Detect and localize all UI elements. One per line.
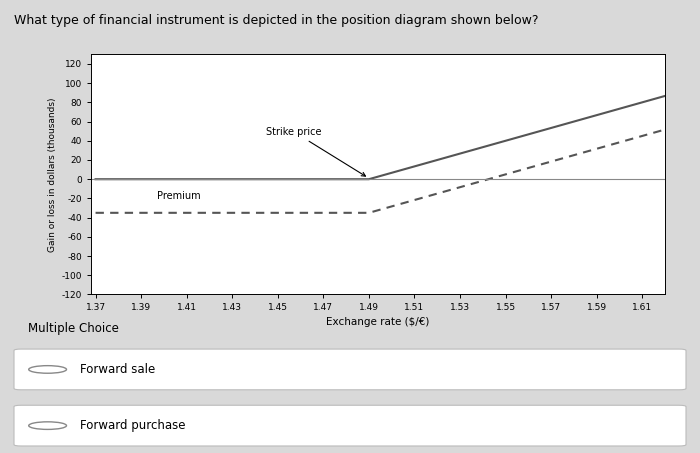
Text: Strike price: Strike price — [267, 127, 365, 176]
FancyBboxPatch shape — [14, 349, 686, 390]
Text: Premium: Premium — [157, 192, 201, 202]
Text: Multiple Choice: Multiple Choice — [28, 323, 119, 335]
Text: Forward sale: Forward sale — [80, 363, 155, 376]
Text: What type of financial instrument is depicted in the position diagram shown belo: What type of financial instrument is dep… — [14, 14, 538, 27]
Text: Forward purchase: Forward purchase — [80, 419, 186, 432]
Y-axis label: Gain or loss in dollars (thousands): Gain or loss in dollars (thousands) — [48, 97, 57, 252]
X-axis label: Exchange rate ($/€): Exchange rate ($/€) — [326, 317, 430, 327]
FancyBboxPatch shape — [14, 405, 686, 446]
